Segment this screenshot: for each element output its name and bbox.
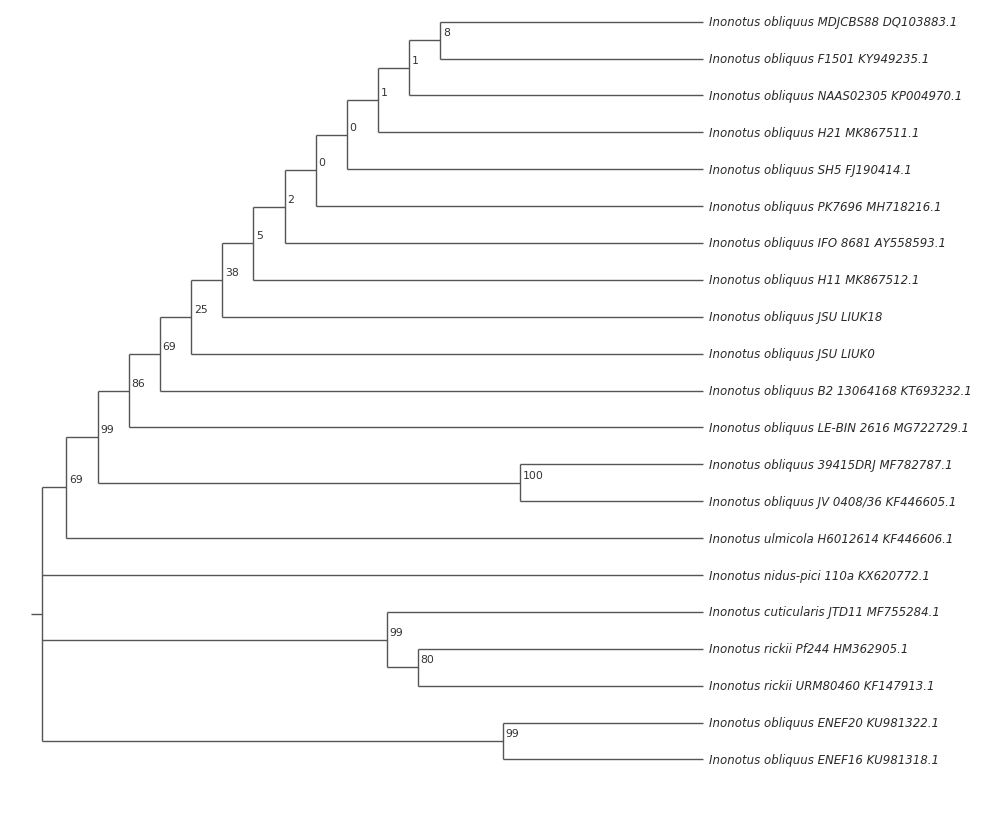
Text: Inonotus obliquus JV 0408/36 KF446605.1: Inonotus obliquus JV 0408/36 KF446605.1	[709, 495, 957, 508]
Text: Inonotus obliquus LE-BIN 2616 MG722729.1: Inonotus obliquus LE-BIN 2616 MG722729.1	[709, 422, 969, 434]
Text: 5: 5	[256, 231, 263, 241]
Text: Inonotus obliquus 39415DRJ MF782787.1: Inonotus obliquus 39415DRJ MF782787.1	[709, 459, 953, 471]
Text: 86: 86	[131, 378, 145, 388]
Text: 38: 38	[225, 268, 239, 278]
Text: Inonotus obliquus ENEF16 KU981318.1: Inonotus obliquus ENEF16 KU981318.1	[709, 753, 939, 766]
Text: Inonotus obliquus PK7696 MH718216.1: Inonotus obliquus PK7696 MH718216.1	[709, 201, 942, 213]
Text: Inonotus rickii Pf244 HM362905.1: Inonotus rickii Pf244 HM362905.1	[709, 643, 909, 655]
Text: Inonotus obliquus ENEF20 KU981322.1: Inonotus obliquus ENEF20 KU981322.1	[709, 717, 939, 729]
Text: Inonotus obliquus IFO 8681 AY558593.1: Inonotus obliquus IFO 8681 AY558593.1	[709, 238, 946, 250]
Text: Inonotus obliquus B2 13064168 KT693232.1: Inonotus obliquus B2 13064168 KT693232.1	[709, 385, 972, 397]
Text: Inonotus obliquus H21 MK867511.1: Inonotus obliquus H21 MK867511.1	[709, 127, 920, 139]
Text: 0: 0	[318, 158, 325, 168]
Text: Inonotus rickii URM80460 KF147913.1: Inonotus rickii URM80460 KF147913.1	[709, 680, 935, 692]
Text: 99: 99	[390, 627, 403, 637]
Text: 1: 1	[381, 88, 388, 98]
Text: 99: 99	[505, 728, 519, 738]
Text: Inonotus obliquus JSU LIUK0: Inonotus obliquus JSU LIUK0	[709, 348, 875, 360]
Text: Inonotus obliquus SH5 FJ190414.1: Inonotus obliquus SH5 FJ190414.1	[709, 164, 912, 176]
Text: 8: 8	[443, 28, 450, 38]
Text: 69: 69	[69, 475, 83, 485]
Text: Inonotus obliquus JSU LIUK18: Inonotus obliquus JSU LIUK18	[709, 311, 883, 324]
Text: 25: 25	[194, 305, 208, 314]
Text: 2: 2	[287, 194, 294, 205]
Text: Inonotus obliquus H11 MK867512.1: Inonotus obliquus H11 MK867512.1	[709, 274, 920, 287]
Text: Inonotus obliquus MDJCBS88 DQ103883.1: Inonotus obliquus MDJCBS88 DQ103883.1	[709, 16, 957, 29]
Text: 69: 69	[163, 342, 176, 351]
Text: 99: 99	[100, 424, 114, 434]
Text: 0: 0	[350, 123, 357, 133]
Text: 100: 100	[523, 470, 544, 480]
Text: Inonotus ulmicola H6012614 KF446606.1: Inonotus ulmicola H6012614 KF446606.1	[709, 532, 954, 545]
Text: Inonotus cuticularis JTD11 MF755284.1: Inonotus cuticularis JTD11 MF755284.1	[709, 606, 940, 618]
Text: 1: 1	[412, 56, 419, 66]
Text: Inonotus nidus-pici 110a KX620772.1: Inonotus nidus-pici 110a KX620772.1	[709, 569, 930, 581]
Text: Inonotus obliquus F1501 KY949235.1: Inonotus obliquus F1501 KY949235.1	[709, 53, 929, 66]
Text: Inonotus obliquus NAAS02305 KP004970.1: Inonotus obliquus NAAS02305 KP004970.1	[709, 90, 962, 102]
Text: 80: 80	[421, 654, 435, 664]
